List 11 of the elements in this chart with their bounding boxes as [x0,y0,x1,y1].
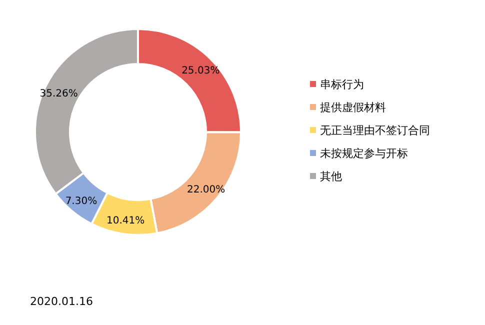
data-label: 7.30% [65,196,98,207]
data-label: 35.26% [40,88,78,100]
data-label: 25.03% [182,65,220,76]
data-label: 10.41% [106,216,145,227]
text: 2020.01.16 [30,295,93,308]
legend-label: 未按规定参与开标 [320,147,408,160]
legend-label: 其他 [320,170,342,183]
legend-label: 无正当理由不签订合同 [320,124,430,137]
legend-label: 串标行为 [320,78,364,91]
legend-label: 提供虚假材料 [320,101,386,114]
data-label: 22.00% [187,184,226,196]
